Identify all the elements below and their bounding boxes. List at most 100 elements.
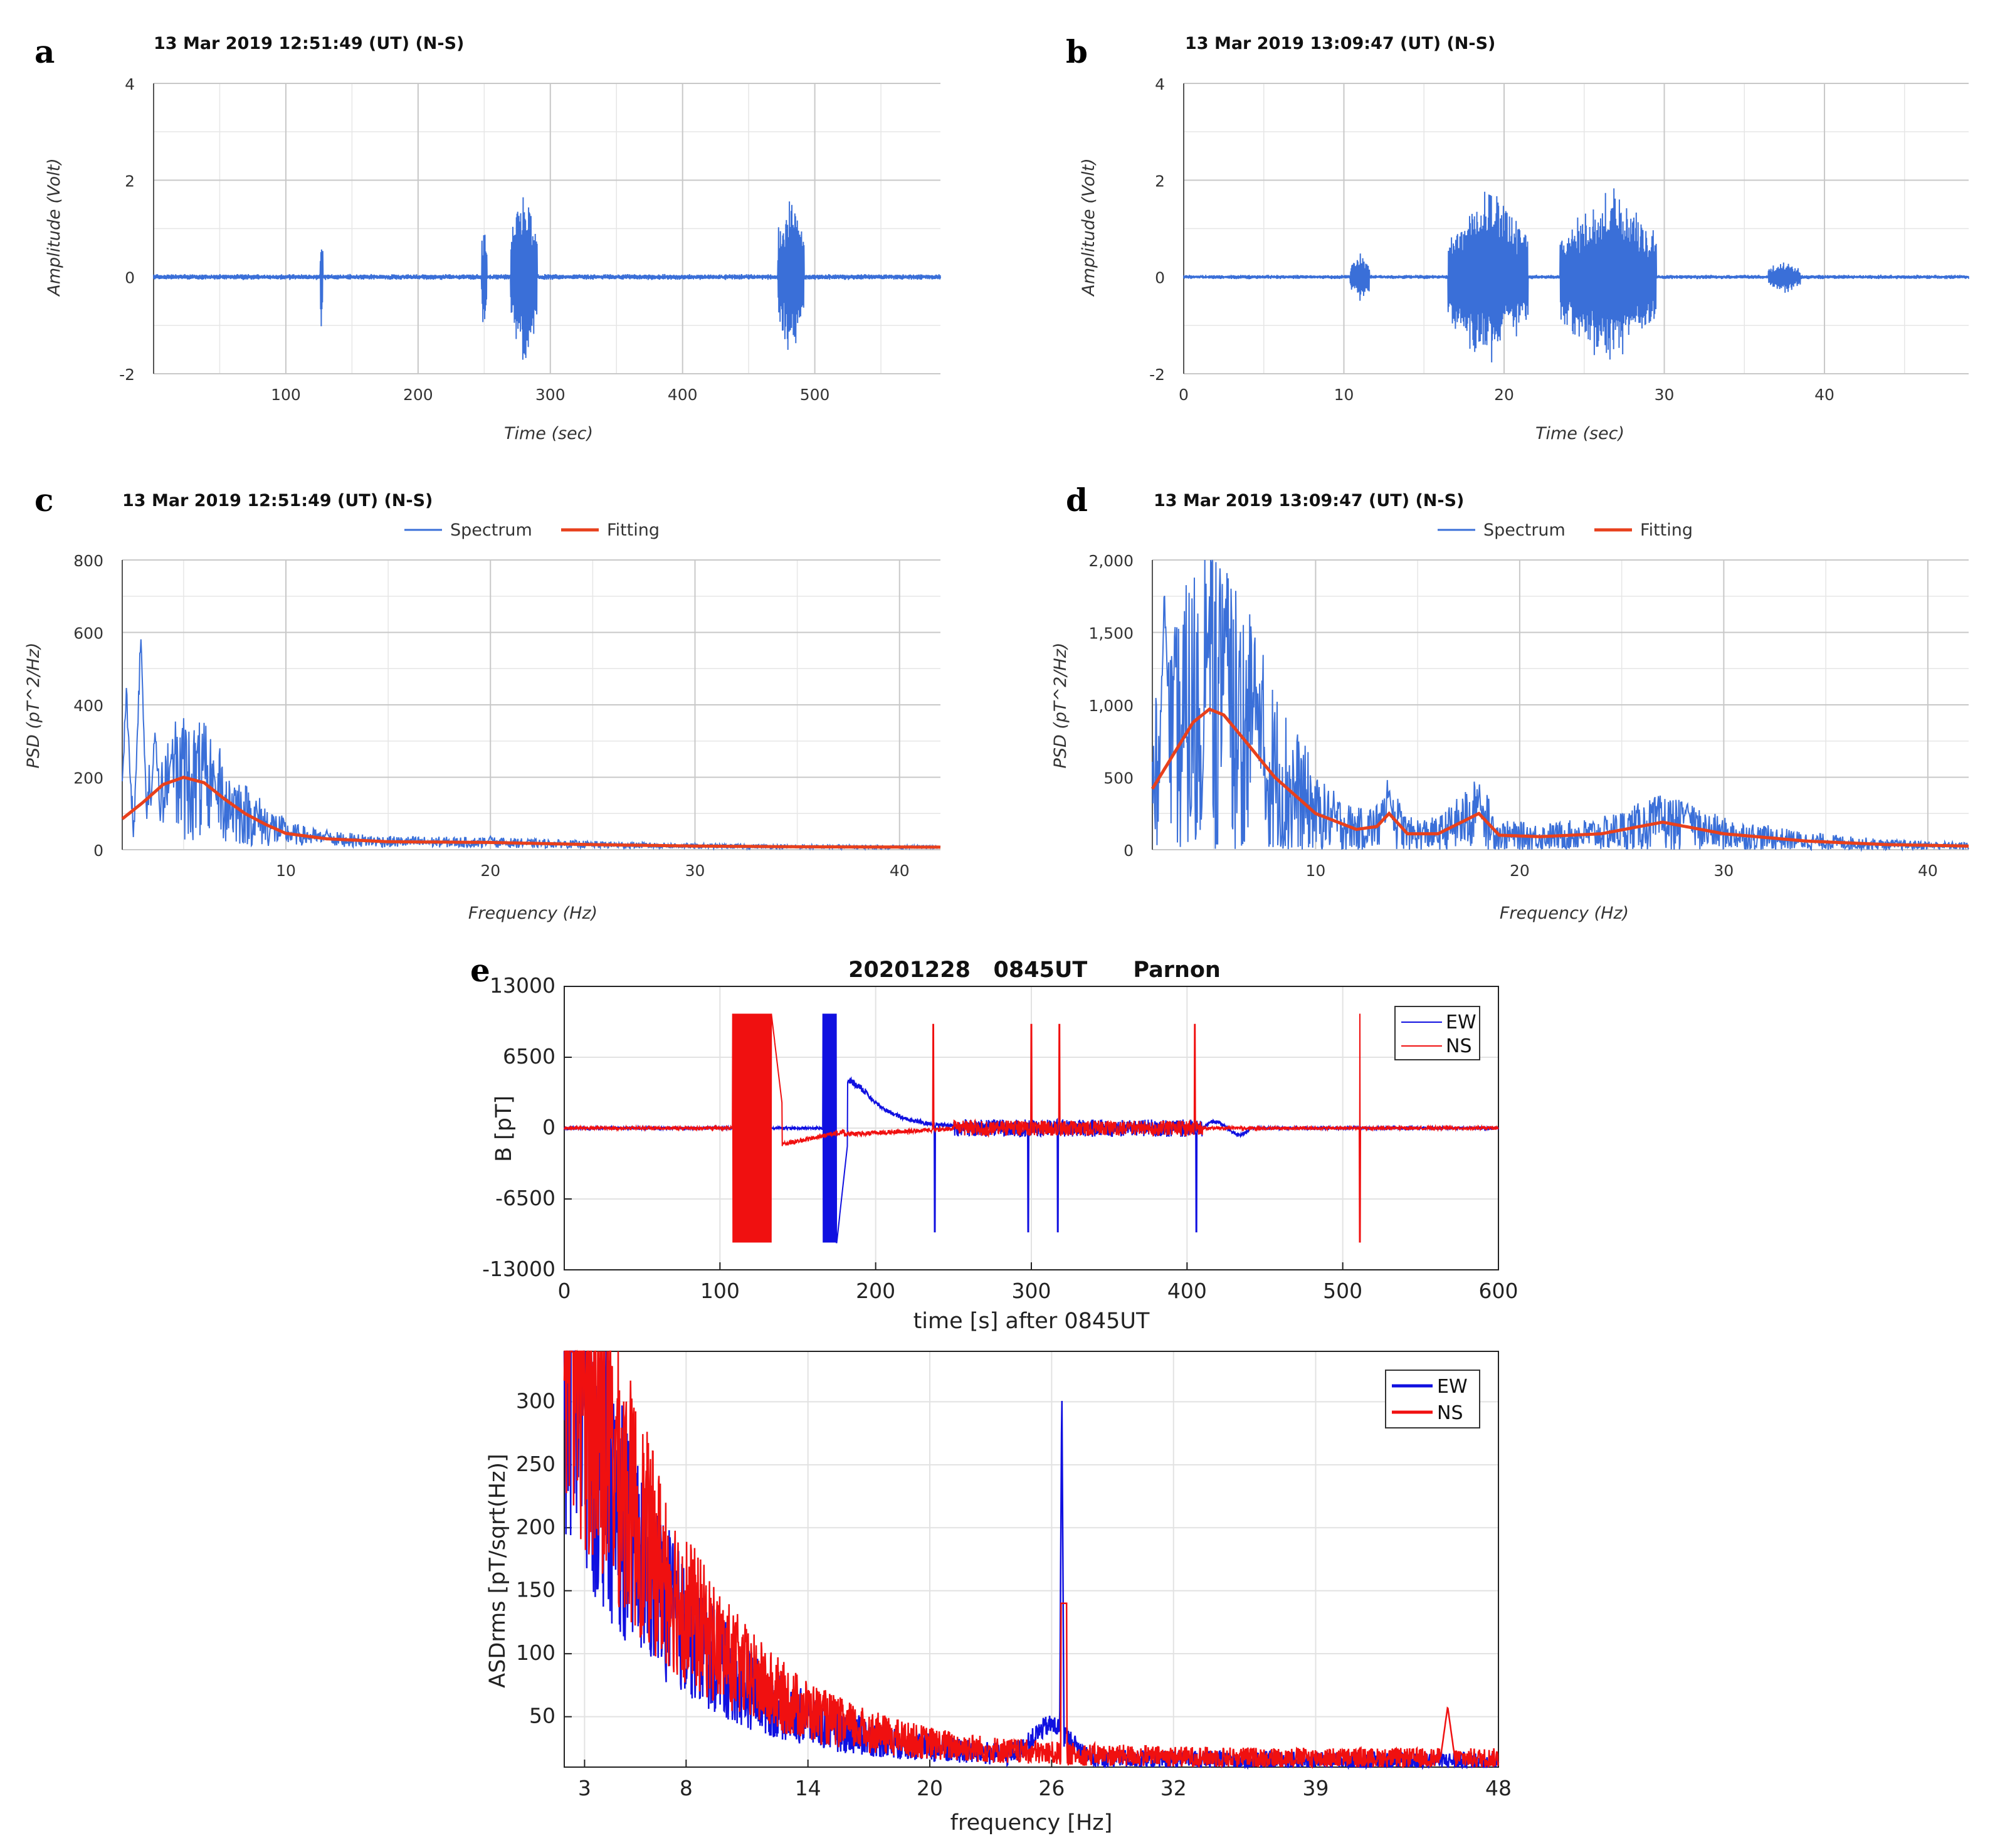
x-tick-label: 20: [1510, 862, 1530, 880]
panel-e-spectrum: 3 8 14 20 26 32 39 48 50 100 150 200 250 300 EW NS f…: [485, 1349, 1512, 1835]
panel-letter: c: [34, 482, 53, 519]
x-tick-label: 100: [700, 1279, 740, 1303]
x-tick-labels: 0 100 200 300 400 500 600: [558, 1279, 1518, 1303]
x-axis-label: time [s] after 0845UT: [913, 1309, 1150, 1334]
y-tick-label: -2: [119, 366, 135, 384]
panel-letter: e: [470, 952, 490, 989]
y-tick-label: 300: [516, 1388, 555, 1413]
y-tick-labels: 50 100 150 200 250 300: [516, 1388, 555, 1728]
x-tick-label: 40: [1918, 862, 1938, 880]
panel-title: 20201228 0845UT Parnon: [848, 958, 1221, 983]
y-tick-label: 200: [516, 1514, 555, 1539]
x-axis-label: frequency [Hz]: [950, 1810, 1113, 1835]
legend-label-fitting: Fitting: [1640, 520, 1693, 540]
x-tick-label: 200: [856, 1279, 895, 1303]
y-tick-label: 2: [125, 172, 135, 190]
y-tick-label: 500: [1103, 769, 1134, 788]
y-tick-label: 1,000: [1088, 697, 1134, 715]
x-axis-label: Frequency (Hz): [1500, 904, 1629, 923]
series-layer: [1183, 188, 1969, 362]
y-tick-label: 400: [73, 697, 103, 715]
legend-label-ns: NS: [1437, 1402, 1463, 1424]
x-axis-label: Time (sec): [504, 424, 593, 443]
y-axis-label: PSD (pT^2/Hz): [1051, 643, 1070, 769]
y-tick-label: 6500: [503, 1044, 555, 1069]
x-tick-labels: 0 10 20 30 40: [1179, 386, 1834, 404]
legend: Spectrum Fitting: [1438, 520, 1693, 540]
y-tick-label: -13000: [482, 1257, 555, 1281]
panel-d: d 13 Mar 2019 13:09:47 (UT) (N-S) Spectr…: [1051, 482, 1969, 923]
x-tick-labels: 10 20 30 40: [1305, 862, 1937, 880]
y-tick-label: 0: [542, 1115, 555, 1139]
x-tick-label: 0: [558, 1279, 571, 1303]
series-line-fitting: [1150, 707, 1969, 848]
x-tick-label: 600: [1479, 1279, 1518, 1303]
grid: [1152, 559, 1969, 850]
x-tick-label: 10: [1334, 386, 1354, 404]
x-tick-label: 30: [1713, 862, 1734, 880]
y-tick-label: 0: [1155, 269, 1165, 287]
panel-title: 13 Mar 2019 12:51:49 (UT) (N-S): [154, 34, 464, 53]
series-line-n-s: [1183, 188, 1969, 362]
y-tick-label: 100: [516, 1640, 555, 1665]
y-tick-label: 600: [73, 625, 103, 643]
x-tick-label: 10: [1305, 862, 1325, 880]
x-tick-label: 32: [1161, 1776, 1187, 1800]
y-tick-label: 1,500: [1088, 625, 1134, 643]
y-tick-label: 800: [73, 552, 103, 570]
y-tick-label: -6500: [495, 1186, 555, 1210]
grid: [564, 1351, 1499, 1768]
y-tick-label: -2: [1149, 366, 1165, 384]
legend: Spectrum Fitting: [404, 520, 660, 540]
panel-letter: a: [34, 33, 55, 70]
y-tick-labels: -13000 -6500 0 6500 13000: [482, 973, 555, 1281]
panel-a: a 13 Mar 2019 12:51:49 (UT) (N-S) 100 200…: [34, 33, 941, 443]
y-axis-label: Amplitude (Volt): [45, 158, 64, 297]
y-tick-label: 13000: [490, 973, 555, 998]
x-tick-label: 100: [271, 386, 301, 404]
x-tick-label: 20: [917, 1776, 943, 1800]
y-tick-label: 150: [516, 1578, 555, 1602]
y-axis-label: Amplitude (Volt): [1079, 158, 1098, 297]
series-layer: [153, 197, 941, 360]
y-tick-labels: -2 0 2 4: [119, 75, 135, 384]
legend-label-ew: EW: [1437, 1376, 1468, 1398]
x-tick-label: 300: [535, 386, 566, 404]
x-axis-label: Frequency (Hz): [468, 904, 597, 923]
panel-title: 13 Mar 2019 13:09:47 (UT) (N-S): [1154, 491, 1464, 510]
y-tick-label: 2,000: [1088, 552, 1134, 570]
x-tick-label: 0: [1179, 386, 1189, 404]
y-tick-label: 2: [1155, 172, 1165, 190]
x-axis-label: Time (sec): [1535, 424, 1624, 443]
y-tick-label: 0: [125, 269, 135, 287]
legend-label-spectrum: Spectrum: [450, 520, 532, 540]
x-tick-label: 10: [276, 862, 296, 880]
x-tick-labels: 10 20 30 40: [276, 862, 910, 880]
series-line-ns: [564, 1013, 1499, 1243]
x-tick-label: 400: [668, 386, 698, 404]
y-tick-labels: -2 0 2 4: [1149, 75, 1165, 384]
x-tick-label: 400: [1167, 1279, 1207, 1303]
y-tick-label: 4: [125, 75, 135, 93]
grid: [1183, 83, 1969, 374]
series-layer: [564, 1013, 1499, 1243]
x-tick-label: 300: [1012, 1279, 1051, 1303]
y-tick-labels: 0 500 1,000 1,500 2,000: [1088, 552, 1134, 860]
y-tick-label: 250: [516, 1452, 555, 1476]
series-line-fitting: [121, 775, 941, 849]
series-layer: [563, 1349, 1500, 1770]
grid: [153, 83, 940, 374]
panel-title: 13 Mar 2019 13:09:47 (UT) (N-S): [1185, 34, 1495, 53]
series-line-spectrum: [122, 639, 941, 852]
x-tick-label: 8: [680, 1776, 693, 1800]
x-tick-label: 48: [1485, 1776, 1512, 1800]
series-line-n-s: [153, 197, 941, 360]
y-axis-label: ASDrms [pT/sqrt(Hz)]: [485, 1454, 510, 1688]
panel-letter: b: [1066, 33, 1088, 70]
panel-b: b 13 Mar 2019 13:09:47 (UT) (N-S) 0 10 20 3…: [1066, 33, 1969, 443]
y-tick-label: 4: [1155, 75, 1165, 93]
x-tick-labels: 100 200 300 400 500: [271, 386, 829, 404]
x-tick-label: 40: [1814, 386, 1834, 404]
x-tick-labels: 3 8 14 20 26 32 39 48: [578, 1776, 1512, 1800]
y-tick-label: 0: [1124, 842, 1134, 860]
